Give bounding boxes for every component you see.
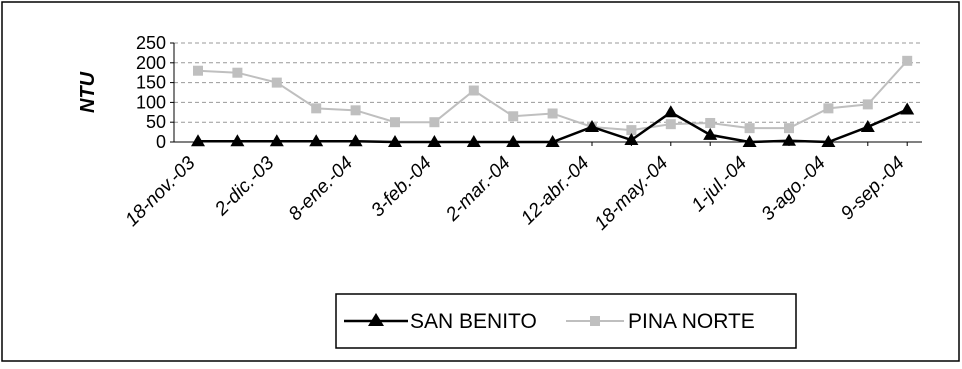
data-point-pina-norte	[547, 108, 558, 119]
data-point-san-benito	[309, 134, 324, 147]
data-point-pina-norte	[823, 103, 834, 114]
data-point-san-benito	[663, 105, 678, 118]
y-tick-label: 100	[136, 92, 166, 112]
data-point-san-benito	[466, 135, 481, 147]
y-tick-label: 150	[136, 73, 166, 93]
data-point-pina-norte	[271, 77, 282, 88]
data-point-san-benito	[506, 135, 521, 147]
data-point-pina-norte	[902, 55, 913, 66]
y-tick-label: 0	[156, 132, 166, 152]
data-point-pina-norte	[311, 103, 322, 114]
data-point-san-benito	[269, 134, 284, 147]
data-point-pina-norte	[665, 119, 676, 130]
legend-label-san-benito: SAN BENITO	[410, 310, 537, 333]
y-tick-label: 250	[136, 33, 166, 53]
legend-marker-pina-norte	[590, 316, 600, 326]
data-point-pina-norte	[193, 65, 203, 76]
data-point-san-benito	[388, 135, 402, 147]
data-point-pina-norte	[350, 105, 361, 116]
data-point-san-benito	[900, 102, 915, 115]
data-point-pina-norte	[744, 123, 755, 134]
data-point-san-benito	[545, 135, 560, 147]
data-point-pina-norte	[390, 117, 400, 128]
data-point-pina-norte	[862, 99, 873, 110]
legend-marker-san-benito	[368, 313, 384, 326]
data-point-san-benito	[348, 134, 363, 147]
data-point-san-benito	[191, 134, 205, 147]
data-point-san-benito	[585, 119, 599, 132]
y-axis-title: NTU	[77, 71, 99, 113]
data-point-san-benito	[782, 133, 796, 146]
y-tick-label: 50	[146, 112, 166, 132]
legend-label-pina-norte: PINA NORTE	[628, 310, 755, 333]
data-point-san-benito	[624, 133, 639, 146]
data-point-pina-norte	[232, 67, 243, 78]
data-point-pina-norte	[784, 123, 794, 134]
data-point-san-benito	[821, 135, 836, 147]
data-point-pina-norte	[508, 111, 519, 122]
data-point-san-benito	[703, 127, 718, 140]
data-point-pina-norte	[626, 125, 637, 136]
data-point-san-benito	[427, 135, 442, 147]
data-point-san-benito	[742, 135, 757, 147]
data-point-pina-norte	[468, 85, 479, 96]
y-tick-label: 200	[136, 53, 166, 73]
data-point-pina-norte	[429, 117, 440, 128]
data-point-san-benito	[230, 134, 245, 147]
data-point-san-benito	[860, 119, 875, 132]
data-point-pina-norte	[705, 117, 716, 128]
